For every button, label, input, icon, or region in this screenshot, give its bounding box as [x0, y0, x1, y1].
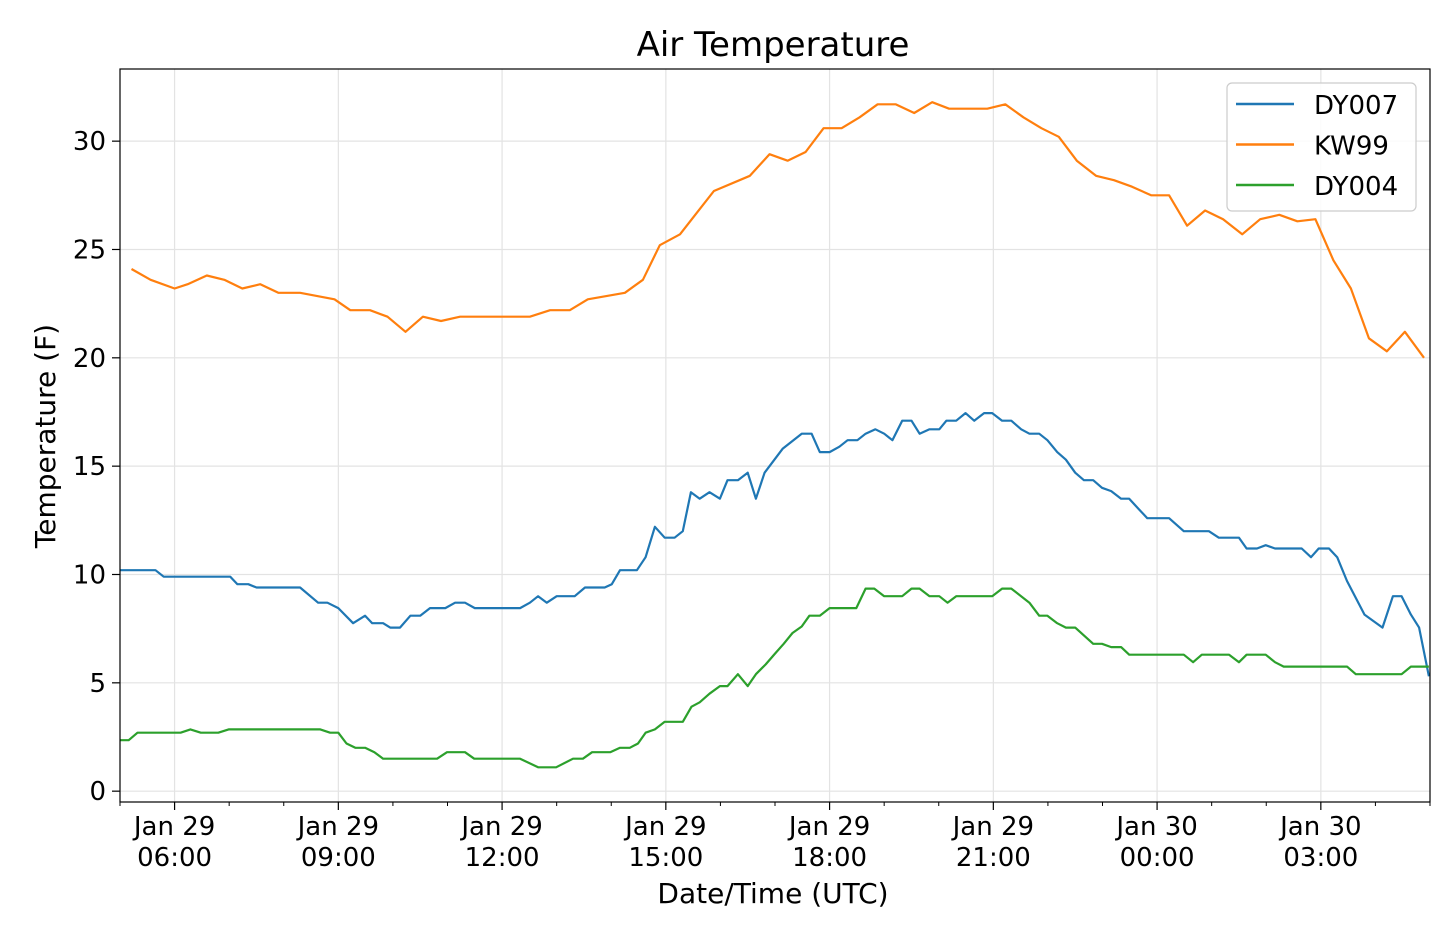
x-tick-label-time: 15:00 — [628, 843, 703, 873]
series-line-dy004 — [120, 587, 1429, 769]
x-tick-label-date: Jan 29 — [296, 812, 379, 842]
y-tick-label: 10 — [73, 560, 106, 590]
legend-label-dy007: DY007 — [1314, 91, 1398, 121]
y-tick-label: 5 — [89, 669, 106, 699]
y-tick-label: 15 — [73, 452, 106, 482]
x-tick-label-time: 21:00 — [956, 843, 1031, 873]
x-tick-label: Jan 30 03:00 — [1278, 812, 1361, 873]
legend-label-kw99: KW99 — [1314, 132, 1389, 162]
x-tick-label: Jan 29 18:00 — [787, 812, 870, 873]
chart-title: Air Temperature — [637, 25, 910, 65]
y-tick-label: 30 — [73, 127, 106, 157]
x-tick-label-date: Jan 29 — [459, 812, 542, 842]
x-tick-label-date: Jan 30 — [1114, 812, 1197, 842]
x-tick-label: Jan 29 21:00 — [951, 812, 1034, 873]
x-tick-label-time: 18:00 — [792, 843, 867, 873]
x-tick-label-time: 09:00 — [301, 843, 376, 873]
x-tick-label: Jan 29 12:00 — [459, 812, 542, 873]
x-tick-label: Jan 29 15:00 — [623, 812, 706, 873]
y-tick-label: 25 — [73, 235, 106, 265]
x-tick-label-date: Jan 29 — [787, 812, 870, 842]
grid — [120, 69, 1430, 802]
series-lines — [120, 101, 1430, 769]
series-line-dy007 — [120, 412, 1430, 677]
y-tick-label: 20 — [73, 344, 106, 374]
x-tick-label-time: 12:00 — [465, 843, 540, 873]
x-tick-label: Jan 29 09:00 — [296, 812, 379, 873]
x-tick-label: Jan 30 00:00 — [1114, 812, 1197, 873]
x-tick-label-date: Jan 29 — [951, 812, 1034, 842]
x-tick-label-date: Jan 30 — [1278, 812, 1361, 842]
x-axis-label: Date/Time (UTC) — [657, 877, 888, 910]
x-tick-label-time: 06:00 — [137, 843, 212, 873]
x-tick-label-date: Jan 29 — [623, 812, 706, 842]
x-tick-label: Jan 29 06:00 — [132, 812, 215, 873]
legend: DY007 KW99 DY004 — [1226, 82, 1417, 212]
x-tick-label-time: 03:00 — [1283, 843, 1358, 873]
x-tick-label-date: Jan 29 — [132, 812, 215, 842]
x-tick-label-time: 00:00 — [1120, 843, 1195, 873]
y-axis: 0 5 10 15 20 25 30 — [73, 127, 120, 807]
series-line-kw99 — [130, 101, 1425, 359]
y-axis-label: Temperature (F) — [29, 324, 62, 549]
legend-box — [1226, 82, 1417, 212]
y-tick-label: 0 — [89, 777, 106, 807]
legend-label-dy004: DY004 — [1314, 172, 1398, 202]
